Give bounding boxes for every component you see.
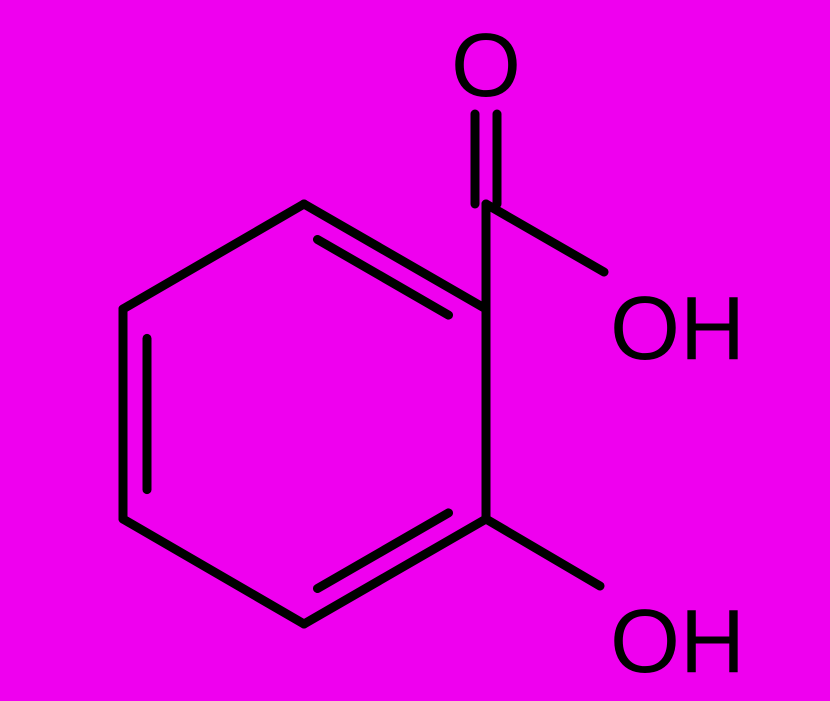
- atom-label-oh_phenol: OH: [610, 592, 745, 692]
- atom-label-oh_acid: OH: [610, 279, 745, 379]
- atom-label-o_dbl: O: [451, 16, 521, 116]
- molecule-diagram: O OH OH: [0, 0, 830, 701]
